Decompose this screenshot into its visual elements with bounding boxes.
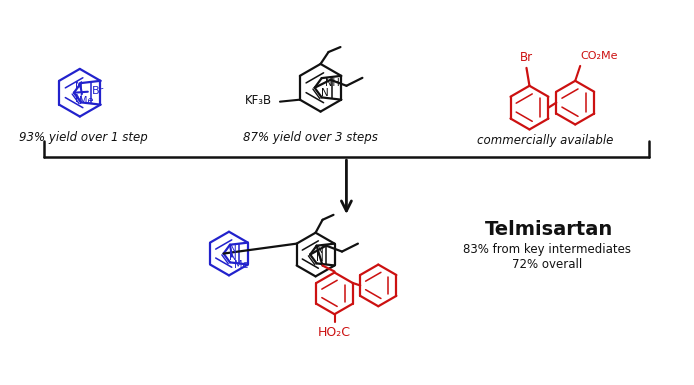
Text: Me: Me [78,96,93,106]
Text: 72% overall: 72% overall [512,258,582,271]
Text: Br: Br [520,52,533,64]
Text: Telmisartan: Telmisartan [485,220,613,239]
Text: 83% from key intermediates: 83% from key intermediates [464,243,632,256]
Text: N: N [229,253,237,263]
Text: HO₂C: HO₂C [318,326,351,338]
Text: Br: Br [92,86,104,96]
Text: N: N [316,253,323,263]
Text: N: N [316,245,323,255]
Text: N: N [229,244,237,254]
Text: 87% yield over 3 steps: 87% yield over 3 steps [243,131,378,144]
Text: Me: Me [234,259,248,270]
Text: N: N [75,81,83,91]
Text: commercially available: commercially available [477,134,613,147]
Text: KF₃B: KF₃B [244,94,271,107]
Text: N: N [75,94,83,104]
Text: NH: NH [325,78,339,88]
Text: N: N [321,89,328,99]
Text: CO₂Me: CO₂Me [580,51,618,61]
Text: 93% yield over 1 step: 93% yield over 1 step [19,131,148,144]
